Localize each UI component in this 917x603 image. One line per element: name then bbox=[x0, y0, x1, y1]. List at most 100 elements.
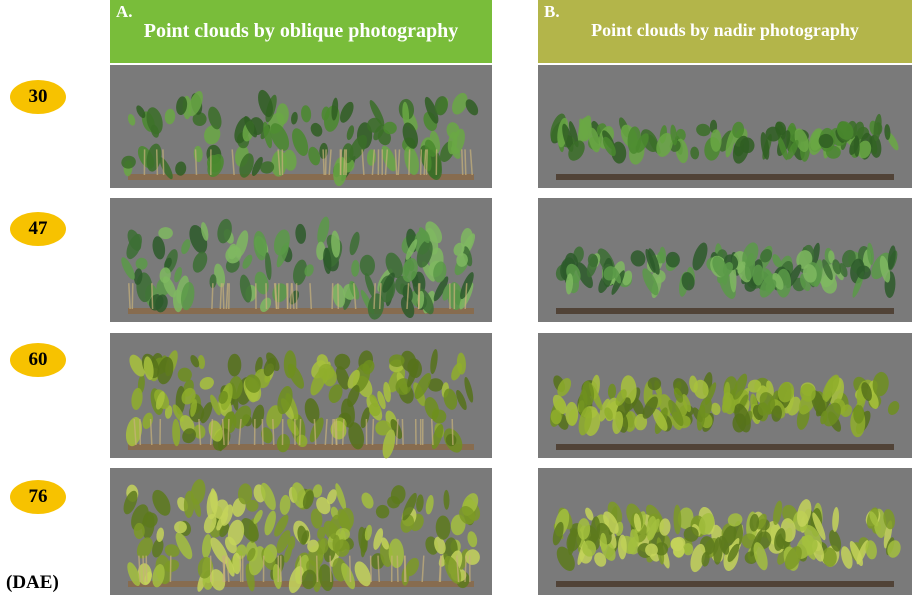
foliage bbox=[721, 397, 732, 413]
foliage bbox=[292, 128, 309, 156]
stem bbox=[219, 283, 223, 310]
foliage bbox=[181, 387, 196, 405]
foliage bbox=[310, 368, 327, 396]
foliage bbox=[237, 483, 253, 505]
foliage bbox=[158, 227, 173, 240]
foliage bbox=[172, 418, 181, 447]
stem bbox=[238, 418, 242, 446]
foliage bbox=[400, 350, 417, 372]
stem bbox=[408, 149, 411, 176]
stem bbox=[451, 418, 454, 446]
stem bbox=[133, 418, 137, 446]
foliage bbox=[867, 242, 874, 266]
foliage bbox=[276, 530, 291, 554]
stem bbox=[155, 149, 159, 176]
stem bbox=[348, 555, 352, 583]
foliage bbox=[753, 542, 768, 571]
foliage bbox=[701, 551, 710, 567]
foliage bbox=[402, 122, 418, 149]
foliage bbox=[642, 268, 659, 296]
foliage bbox=[304, 398, 320, 424]
stem bbox=[396, 555, 399, 583]
foliage bbox=[261, 427, 273, 444]
foliage bbox=[677, 507, 694, 529]
foliage bbox=[360, 407, 370, 429]
stem bbox=[464, 149, 467, 176]
stem bbox=[128, 283, 131, 310]
foliage bbox=[276, 103, 289, 125]
foliage bbox=[434, 96, 448, 116]
foliage bbox=[612, 267, 622, 284]
foliage bbox=[402, 492, 417, 521]
foliage bbox=[295, 223, 307, 244]
foliage bbox=[264, 510, 276, 536]
foliage bbox=[796, 250, 813, 269]
foliage bbox=[821, 274, 837, 294]
foliage bbox=[565, 401, 579, 426]
stem bbox=[277, 283, 280, 310]
foliage bbox=[402, 101, 410, 127]
foliage bbox=[433, 276, 449, 302]
stem bbox=[371, 149, 376, 176]
foliage bbox=[316, 241, 326, 261]
foliage bbox=[456, 253, 468, 267]
foliage bbox=[675, 128, 686, 142]
foliage bbox=[326, 489, 337, 505]
stem bbox=[464, 555, 467, 583]
ground bbox=[556, 308, 894, 314]
foliage bbox=[656, 132, 673, 157]
foliage bbox=[689, 375, 698, 393]
foliage bbox=[806, 539, 818, 555]
foliage bbox=[156, 527, 165, 543]
stem bbox=[138, 555, 141, 583]
foliage bbox=[828, 250, 835, 264]
foliage bbox=[696, 123, 711, 137]
ground bbox=[128, 174, 474, 180]
foliage bbox=[381, 537, 389, 550]
foliage bbox=[552, 394, 567, 415]
foliage bbox=[772, 254, 782, 268]
foliage bbox=[594, 552, 607, 567]
foliage bbox=[740, 137, 755, 154]
foliage bbox=[277, 386, 293, 415]
foliage bbox=[683, 526, 699, 542]
foliage bbox=[362, 359, 375, 375]
stem bbox=[315, 555, 319, 583]
foliage bbox=[447, 131, 458, 155]
foliage bbox=[690, 543, 706, 573]
foliage bbox=[659, 246, 667, 264]
foliage bbox=[127, 562, 141, 587]
foliage bbox=[334, 353, 351, 370]
stem bbox=[298, 418, 302, 446]
stem bbox=[324, 418, 328, 446]
foliage bbox=[883, 509, 895, 530]
foliage bbox=[349, 231, 360, 256]
stem bbox=[289, 283, 293, 310]
foliage bbox=[263, 121, 273, 149]
foliage bbox=[841, 546, 853, 569]
foliage bbox=[842, 249, 856, 268]
foliage bbox=[136, 537, 153, 559]
foliage bbox=[673, 387, 684, 403]
stem bbox=[371, 418, 375, 446]
foliage bbox=[276, 242, 289, 268]
foliage bbox=[872, 371, 889, 397]
foliage bbox=[382, 272, 395, 293]
foliage bbox=[771, 405, 782, 422]
foliage bbox=[367, 117, 382, 133]
stem bbox=[430, 418, 434, 446]
stem bbox=[329, 555, 332, 583]
foliage bbox=[293, 259, 307, 286]
foliage bbox=[223, 411, 237, 434]
foliage bbox=[453, 242, 465, 256]
foliage bbox=[404, 146, 420, 175]
foliage bbox=[879, 255, 891, 283]
foliage bbox=[279, 494, 291, 515]
stem bbox=[131, 283, 134, 310]
foliage bbox=[565, 273, 574, 295]
stem bbox=[151, 283, 154, 310]
stem bbox=[223, 555, 226, 583]
foliage bbox=[385, 252, 403, 279]
foliage bbox=[246, 499, 259, 512]
foliage bbox=[218, 390, 229, 404]
